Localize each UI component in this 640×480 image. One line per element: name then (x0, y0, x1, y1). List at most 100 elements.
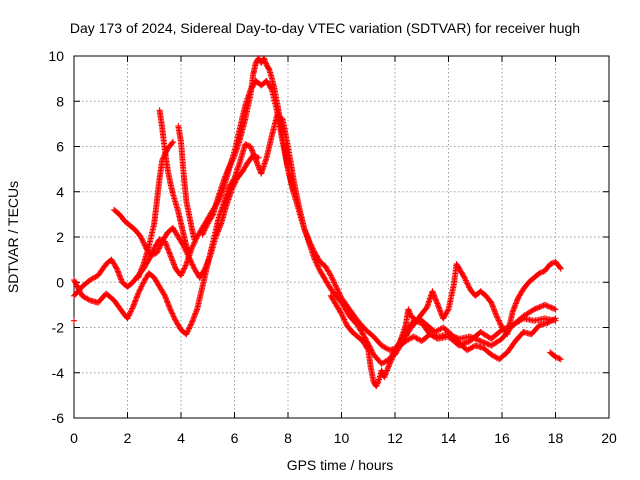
data-point (139, 236, 146, 243)
data-point (340, 315, 347, 322)
data-point (114, 267, 121, 273)
data-point (71, 277, 77, 283)
data-point (552, 315, 559, 322)
data-point (265, 65, 272, 72)
data-point (71, 317, 77, 324)
data-point (187, 322, 194, 329)
data-point (423, 305, 430, 312)
data-point (224, 167, 231, 174)
data-point (313, 259, 320, 266)
data-point (247, 143, 254, 150)
data-point (557, 265, 564, 272)
data-point (537, 303, 544, 310)
data-point (75, 284, 81, 291)
y-tick-label: -4 (52, 365, 65, 381)
data-point (315, 263, 322, 270)
data-point (171, 314, 178, 321)
data-point (192, 310, 199, 317)
data-point (186, 325, 192, 332)
data-series (71, 55, 564, 390)
x-tick-label: 20 (601, 430, 617, 446)
data-point (464, 281, 471, 288)
data-point (135, 273, 142, 280)
data-point (215, 227, 222, 234)
data-point (75, 286, 82, 293)
data-point (184, 329, 190, 336)
data-point (243, 141, 250, 148)
data-point (73, 280, 79, 287)
data-point (494, 314, 501, 321)
data-point (329, 275, 336, 282)
data-point (333, 285, 340, 292)
data-point (315, 265, 322, 272)
data-point (179, 269, 186, 276)
data-point (169, 257, 176, 264)
data-point (251, 153, 258, 160)
data-point (341, 318, 348, 324)
data-point (488, 301, 495, 307)
data-point (170, 312, 176, 319)
data-point (138, 235, 145, 242)
plot-frame (73, 55, 610, 419)
data-point (184, 245, 191, 252)
y-tick-label: -2 (52, 320, 65, 336)
data-point (381, 372, 388, 379)
data-point (386, 362, 393, 369)
data-point (435, 303, 442, 310)
data-point (254, 154, 261, 161)
data-point (163, 241, 169, 248)
data-point (167, 306, 174, 313)
series-track-6 (135, 139, 176, 281)
data-point (328, 273, 335, 280)
data-point (314, 262, 321, 269)
data-point (557, 356, 564, 363)
data-point (484, 340, 491, 347)
data-point (130, 301, 137, 308)
data-point (127, 308, 134, 315)
data-point (190, 314, 197, 321)
series-track-10 (547, 349, 564, 363)
data-point (138, 283, 145, 290)
data-point (406, 309, 413, 316)
data-point (465, 283, 472, 290)
series-track-9 (392, 315, 559, 363)
data-point (232, 179, 239, 186)
data-point (334, 286, 341, 293)
data-point (203, 263, 210, 269)
data-point (178, 271, 185, 277)
data-point (202, 224, 209, 231)
x-tick-label: 12 (387, 430, 403, 446)
data-point (188, 321, 194, 328)
data-point (548, 304, 555, 311)
data-point (327, 272, 334, 279)
data-point (139, 280, 146, 287)
data-point (202, 226, 209, 233)
data-point (260, 55, 267, 62)
data-point (290, 188, 297, 195)
data-point (137, 284, 144, 291)
data-point (139, 282, 146, 289)
data-point (161, 152, 168, 159)
data-point (335, 288, 342, 294)
data-point (543, 302, 550, 309)
data-point (385, 364, 391, 371)
data-point (497, 320, 503, 327)
data-point (222, 172, 229, 178)
data-point (460, 273, 467, 280)
data-point (230, 155, 237, 162)
series-track-4 (156, 107, 192, 256)
series-track-2 (71, 111, 559, 367)
data-point (531, 306, 538, 313)
data-point (85, 296, 92, 303)
data-point (444, 307, 451, 314)
data-point (232, 178, 239, 184)
data-point (495, 317, 502, 324)
data-point (375, 377, 382, 384)
x-tick-label: 16 (494, 430, 510, 446)
data-point (159, 157, 166, 164)
data-point (155, 247, 162, 253)
data-point (461, 274, 468, 281)
data-point (230, 182, 237, 189)
data-point (137, 269, 144, 276)
data-point (128, 307, 135, 313)
